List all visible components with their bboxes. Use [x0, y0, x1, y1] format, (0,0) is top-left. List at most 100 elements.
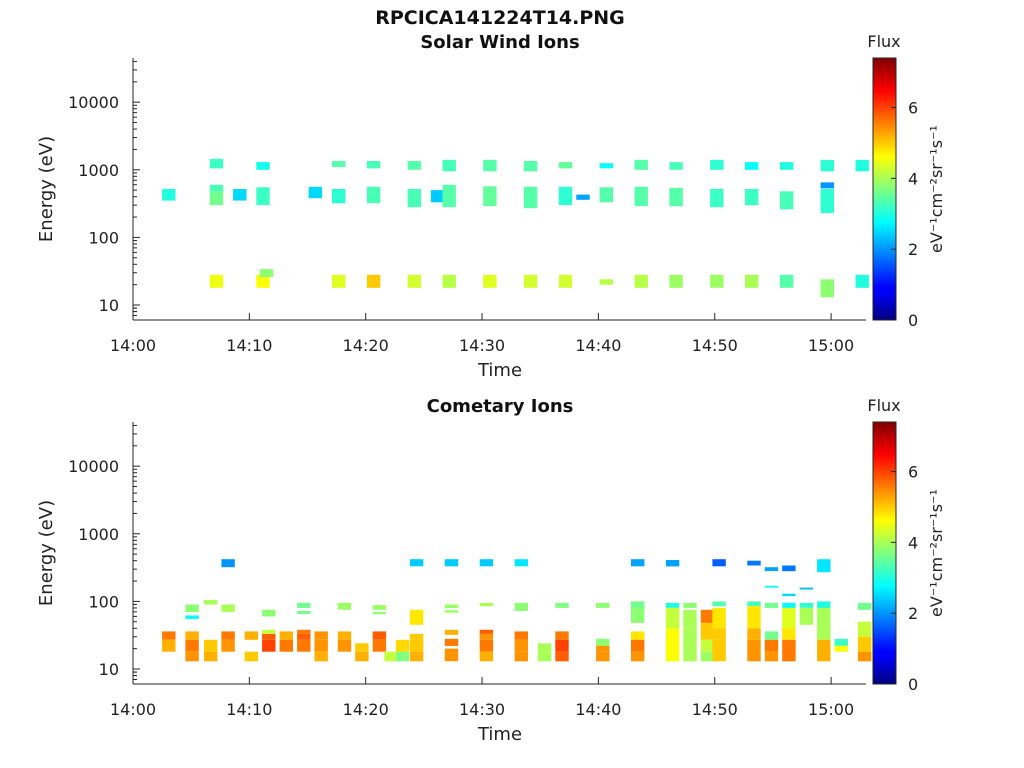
cometary-cells: [162, 559, 872, 662]
flux-cell: [262, 633, 276, 640]
flux-cell: [764, 639, 779, 652]
flux-cell: [555, 602, 569, 608]
flux-cell: [409, 633, 424, 640]
flux-cell: [409, 651, 424, 662]
flux-cell: [712, 639, 726, 662]
flux-cell: [857, 621, 872, 637]
flux-cell: [700, 651, 715, 662]
flux-cell: [355, 643, 369, 652]
flux-cell: [279, 631, 293, 640]
flux-cell: [372, 631, 387, 640]
x-tick-label: 14:00: [110, 700, 156, 719]
flux-cell: [782, 602, 796, 608]
solar-wind-colorbar-gradient: [872, 57, 897, 321]
solar-wind-colorbar: Flux 0 2 4 6 eV⁻¹cm⁻²sr⁻¹s⁻¹: [867, 32, 946, 330]
x-tick-label: 14:10: [226, 336, 272, 355]
flux-cell: [764, 567, 779, 572]
x-tick-label: 14:00: [110, 336, 156, 355]
flux-cell: [297, 639, 311, 652]
flux-cell: [555, 651, 569, 662]
flux-cell: [747, 560, 761, 566]
flux-cell: [631, 559, 645, 567]
flux-cell: [337, 631, 352, 640]
x-tick-label: 15:00: [808, 336, 854, 355]
flux-cell: [297, 633, 311, 640]
flux-cell: [596, 638, 610, 646]
flux-cell: [669, 274, 683, 288]
flux-cell: [162, 631, 176, 640]
flux-cell: [209, 191, 224, 206]
flux-cell: [855, 159, 869, 172]
flux-cell: [745, 189, 759, 206]
y-tick-label: 10000: [68, 457, 119, 476]
flux-cell: [710, 159, 724, 170]
flux-cell: [395, 651, 410, 662]
flux-cell: [372, 639, 387, 652]
flux-cell: [817, 639, 831, 662]
colorbar-tick-label: 2: [908, 240, 918, 259]
flux-cell: [683, 602, 697, 608]
flux-cell: [366, 274, 381, 288]
flux-cell: [162, 639, 176, 652]
flux-cell: [483, 274, 497, 288]
flux-cell: [764, 631, 779, 640]
cometary-ylabel: Energy (eV): [36, 500, 57, 606]
flux-cell: [221, 639, 235, 652]
flux-cell: [799, 587, 814, 590]
solar-wind-ylabel: Energy (eV): [36, 136, 57, 242]
flux-cell: [782, 607, 796, 629]
cometary-colorbar-label: Flux: [867, 396, 900, 415]
flux-cell: [820, 159, 834, 172]
flux-cell: [279, 639, 293, 652]
flux-cell: [409, 639, 424, 652]
flux-cell: [576, 194, 590, 200]
flux-cell: [221, 631, 235, 640]
flux-cell: [779, 162, 794, 170]
flux-cell: [297, 602, 311, 608]
solar-wind-xlabel: Time: [477, 360, 522, 381]
flux-cell: [407, 274, 421, 288]
flux-cell: [782, 639, 796, 662]
flux-cell: [262, 639, 276, 652]
solar-wind-colorbar-unit: eV⁻¹cm⁻²sr⁻¹s⁻¹: [927, 125, 946, 253]
x-tick-label: 14:10: [226, 700, 272, 719]
colorbar-tick-label: 0: [908, 675, 918, 694]
cometary-colorbar-unit: eV⁻¹cm⁻²sr⁻¹s⁻¹: [927, 489, 946, 617]
flux-cell: [782, 628, 796, 640]
flux-cell: [256, 187, 270, 206]
flux-cell: [634, 186, 648, 207]
flux-cell: [444, 648, 459, 662]
flux-cell: [483, 186, 497, 207]
flux-cell: [631, 631, 645, 640]
cometary-panel-title: Cometary Ions: [427, 396, 574, 417]
flux-cell: [407, 161, 421, 170]
solar-wind-cells: [162, 158, 869, 298]
colorbar-tick-label: 0: [908, 311, 918, 330]
flux-cell: [204, 639, 218, 652]
flux-cell: [782, 565, 796, 572]
flux-cell: [479, 629, 494, 634]
flux-cell: [857, 636, 872, 652]
flux-cell: [631, 601, 645, 608]
flux-cell: [442, 184, 456, 208]
flux-cell: [384, 651, 398, 662]
flux-cell: [244, 631, 259, 640]
flux-cell: [631, 607, 645, 623]
flux-cell: [444, 638, 459, 646]
flux-cell: [669, 187, 683, 207]
flux-cell: [355, 651, 369, 662]
flux-cell: [747, 601, 761, 607]
flux-cell: [782, 593, 796, 597]
x-tick-label: 14:50: [692, 700, 738, 719]
flux-cell: [204, 600, 218, 605]
flux-cell: [479, 639, 494, 652]
flux-cell: [555, 631, 569, 640]
flux-cell: [712, 601, 726, 607]
flux-cell: [558, 274, 573, 288]
flux-cell: [710, 189, 724, 208]
flux-cell: [523, 161, 538, 172]
solar-wind-panel-title: Solar Wind Ions: [420, 32, 579, 53]
flux-cell: [308, 186, 323, 199]
flux-cell: [665, 628, 680, 662]
flux-cell: [712, 607, 726, 629]
